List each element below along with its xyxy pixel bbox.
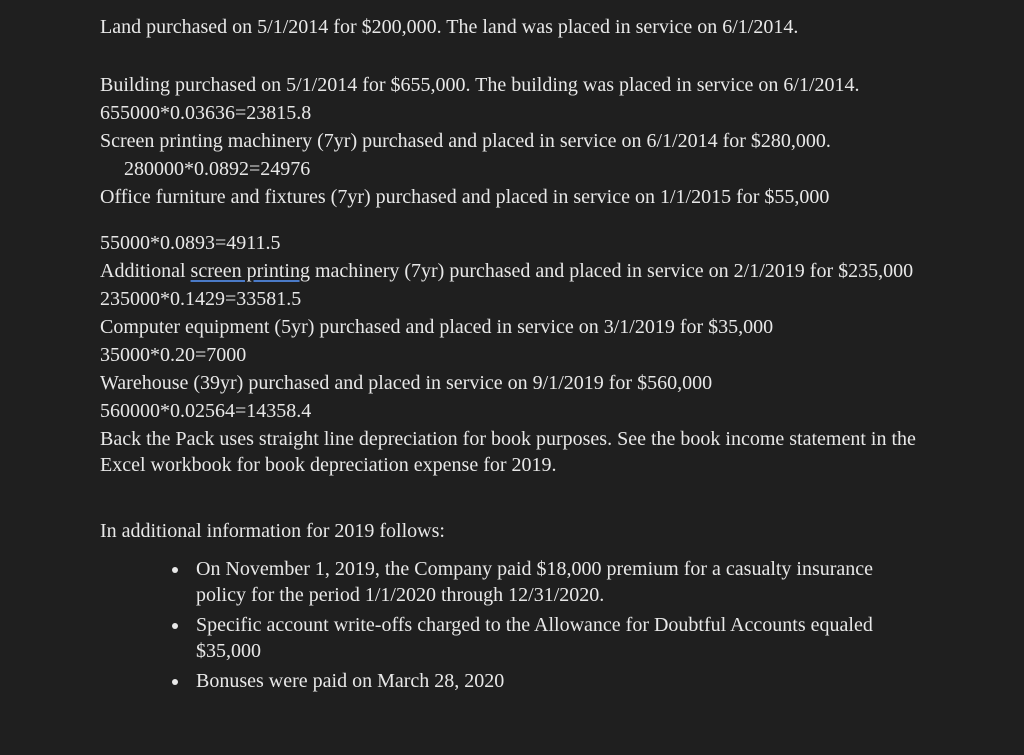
calc-office-furniture: 55000*0.0893=4911.5 xyxy=(100,230,924,256)
calc-screen-print-2: 235000*0.1429=33581.5 xyxy=(100,286,924,312)
bullet-list: On November 1, 2019, the Company paid $1… xyxy=(100,556,924,694)
document-page: Land purchased on 5/1/2014 for $200,000.… xyxy=(0,0,1024,694)
text-post: machinery (7yr) purchased and placed in … xyxy=(310,260,913,282)
paragraph-warehouse: Warehouse (39yr) purchased and placed in… xyxy=(100,370,924,396)
bullet-item-bonuses: Bonuses were paid on March 28, 2020 xyxy=(190,668,924,694)
paragraph-office-furniture: Office furniture and fixtures (7yr) purc… xyxy=(100,184,924,210)
paragraph-screen-print-1: Screen printing machinery (7yr) purchase… xyxy=(100,128,924,154)
bullet-item-insurance: On November 1, 2019, the Company paid $1… xyxy=(190,556,924,608)
calc-computer: 35000*0.20=7000 xyxy=(100,342,924,368)
calc-warehouse: 560000*0.02564=14358.4 xyxy=(100,398,924,424)
paragraph-screen-print-2: Additional screen printing machinery (7y… xyxy=(100,258,924,284)
paragraph-additional-info-header: In additional information for 2019 follo… xyxy=(100,518,924,544)
calc-building: 655000*0.03636=23815.8 xyxy=(100,100,924,126)
paragraph-land: Land purchased on 5/1/2014 for $200,000.… xyxy=(100,14,924,40)
paragraph-building: Building purchased on 5/1/2014 for $655,… xyxy=(100,72,924,98)
text-underline-screen-printing: screen printing xyxy=(191,260,310,282)
text-pre: Additional xyxy=(100,260,191,282)
bullet-item-writeoffs: Specific account write-offs charged to t… xyxy=(190,612,924,664)
paragraph-depreciation-note: Back the Pack uses straight line depreci… xyxy=(100,426,924,478)
calc-screen-print-1: 280000*0.0892=24976 xyxy=(100,156,924,182)
paragraph-computer: Computer equipment (5yr) purchased and p… xyxy=(100,314,924,340)
